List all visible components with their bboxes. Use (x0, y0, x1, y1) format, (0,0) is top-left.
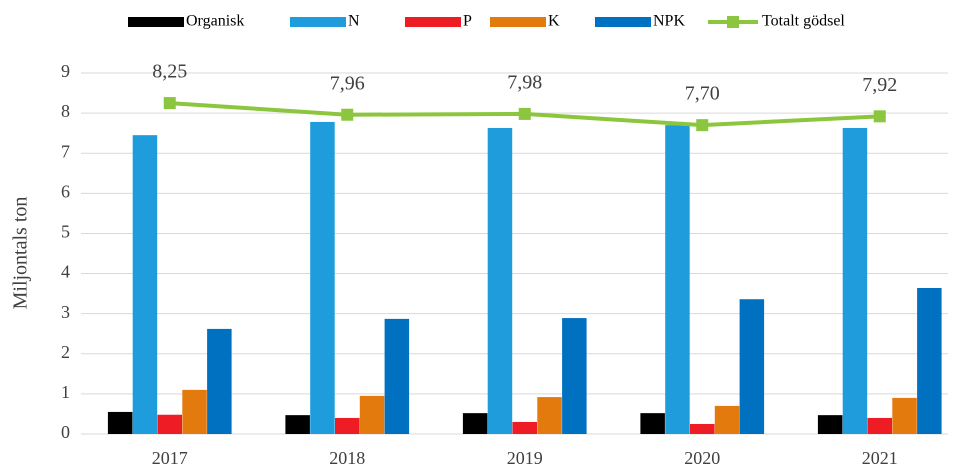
bar (359, 395, 385, 434)
data-label: 7,96 (330, 72, 365, 94)
bar (739, 299, 765, 434)
legend-swatch (405, 17, 461, 27)
bar (817, 415, 843, 434)
bar (917, 287, 942, 434)
data-label: 7,98 (507, 72, 542, 94)
bar (562, 318, 587, 434)
legend-marker (727, 16, 739, 28)
legend-swatch (490, 17, 546, 27)
bar (182, 389, 207, 434)
bar (462, 413, 488, 434)
data-label: 8,25 (152, 61, 187, 83)
legend-label: Organisk (186, 13, 244, 30)
bar (132, 135, 158, 434)
y-tick-label: 3 (61, 302, 70, 322)
y-tick-label: 9 (61, 61, 70, 81)
bar (157, 414, 182, 434)
bar (537, 397, 562, 434)
bar (310, 121, 335, 435)
y-axis-label: Miljontals ton (10, 197, 32, 310)
bar (892, 397, 917, 434)
legend-label: N (348, 13, 360, 30)
x-tick-label: 2018 (329, 448, 365, 468)
data-label: 7,92 (862, 74, 897, 96)
y-tick-label: 8 (61, 101, 70, 121)
bar (107, 411, 133, 434)
bar (207, 328, 232, 434)
bar (714, 405, 740, 434)
bar (384, 318, 410, 434)
y-tick-label: 0 (61, 422, 70, 442)
legend-label: P (463, 13, 472, 30)
bar (512, 421, 537, 434)
marker (873, 110, 886, 123)
y-tick-label: 1 (61, 382, 70, 402)
marker (341, 108, 354, 121)
legend-label: K (548, 13, 560, 30)
legend-swatch (290, 17, 346, 27)
y-tick-label: 7 (61, 141, 70, 161)
x-tick-label: 2019 (507, 448, 543, 468)
marker (518, 107, 531, 120)
bar (867, 417, 892, 434)
y-tick-label: 2 (61, 342, 70, 362)
x-tick-label: 2017 (152, 448, 188, 468)
bar (690, 423, 715, 434)
legend-swatch (595, 17, 651, 27)
y-tick-label: 6 (61, 181, 70, 201)
legend-swatch (128, 17, 184, 27)
bar (487, 127, 513, 435)
x-tick-label: 2021 (862, 448, 898, 468)
y-tick-label: 4 (61, 262, 70, 282)
bar (640, 413, 665, 434)
data-label: 7,70 (685, 83, 720, 105)
x-tick-label: 2020 (684, 448, 720, 468)
y-tick-label: 5 (61, 222, 70, 242)
marker (163, 97, 176, 110)
legend-label: Totalt gödsel (762, 13, 845, 30)
marker (696, 119, 709, 132)
bar (335, 417, 360, 434)
bar (285, 415, 310, 434)
bar (842, 127, 868, 435)
legend-label: NPK (653, 13, 685, 30)
bar (665, 125, 690, 435)
